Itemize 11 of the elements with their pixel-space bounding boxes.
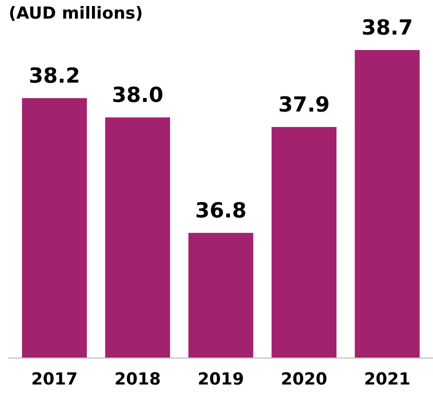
data-label: 38.0 bbox=[113, 86, 162, 102]
x-tick-label: 2020 bbox=[282, 372, 326, 385]
data-label: 38.2 bbox=[30, 67, 78, 83]
x-tick-label: 2018 bbox=[116, 372, 160, 385]
data-label: 37.9 bbox=[280, 96, 328, 112]
data-label: 36.8 bbox=[196, 202, 246, 218]
x-tick-label: 2021 bbox=[365, 372, 410, 385]
chart-title: (AUD millions) bbox=[10, 6, 142, 21]
data-label: 38.7 bbox=[362, 19, 412, 35]
x-tick-label: 2017 bbox=[32, 372, 76, 385]
x-tick-label: 2019 bbox=[198, 372, 243, 385]
